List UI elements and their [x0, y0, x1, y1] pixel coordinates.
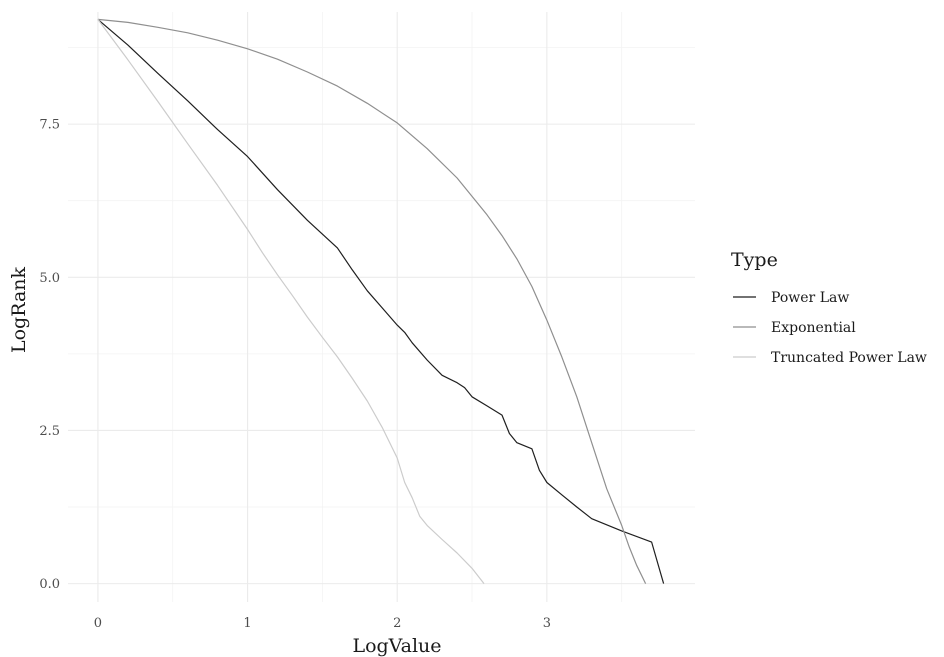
- legend-items: Power Law Exponential Truncated Power Law: [733, 290, 927, 366]
- x-tick-label: 0: [94, 616, 102, 631]
- legend-label-truncated-power-law: Truncated Power Law: [771, 350, 927, 366]
- minor-gridlines-y: [68, 47, 695, 508]
- y-tick-label: 7.5: [39, 118, 60, 133]
- x-axis-title: LogValue: [352, 635, 441, 657]
- minor-gridlines-x: [172, 12, 623, 602]
- x-axis-tick-labels: 0 1 2 3: [94, 616, 551, 631]
- major-gridlines-y: [68, 123, 695, 585]
- y-tick-label: 5.0: [39, 271, 60, 286]
- major-gridlines-x: [97, 12, 548, 602]
- series-layer: [97, 18, 665, 584]
- y-axis-tick-labels: 0.0 2.5 5.0 7.5: [39, 118, 60, 593]
- series-line-truncated-power-law: [97, 19, 485, 584]
- legend-label-power-law: Power Law: [771, 290, 849, 306]
- series-line-exponential: [97, 18, 647, 584]
- y-tick-label: 0.0: [39, 577, 60, 592]
- legend-title: Type: [731, 249, 778, 271]
- y-axis-title: LogRank: [8, 266, 30, 353]
- series-line-power-law: [97, 18, 665, 584]
- plot-panel: [68, 12, 695, 602]
- x-tick-label: 1: [243, 616, 251, 631]
- x-tick-label: 2: [393, 616, 401, 631]
- legend: Type Power Law Exponential Truncated Power…: [731, 249, 927, 366]
- x-tick-label: 3: [543, 616, 551, 631]
- legend-label-exponential: Exponential: [771, 320, 856, 336]
- y-tick-label: 2.5: [39, 424, 60, 439]
